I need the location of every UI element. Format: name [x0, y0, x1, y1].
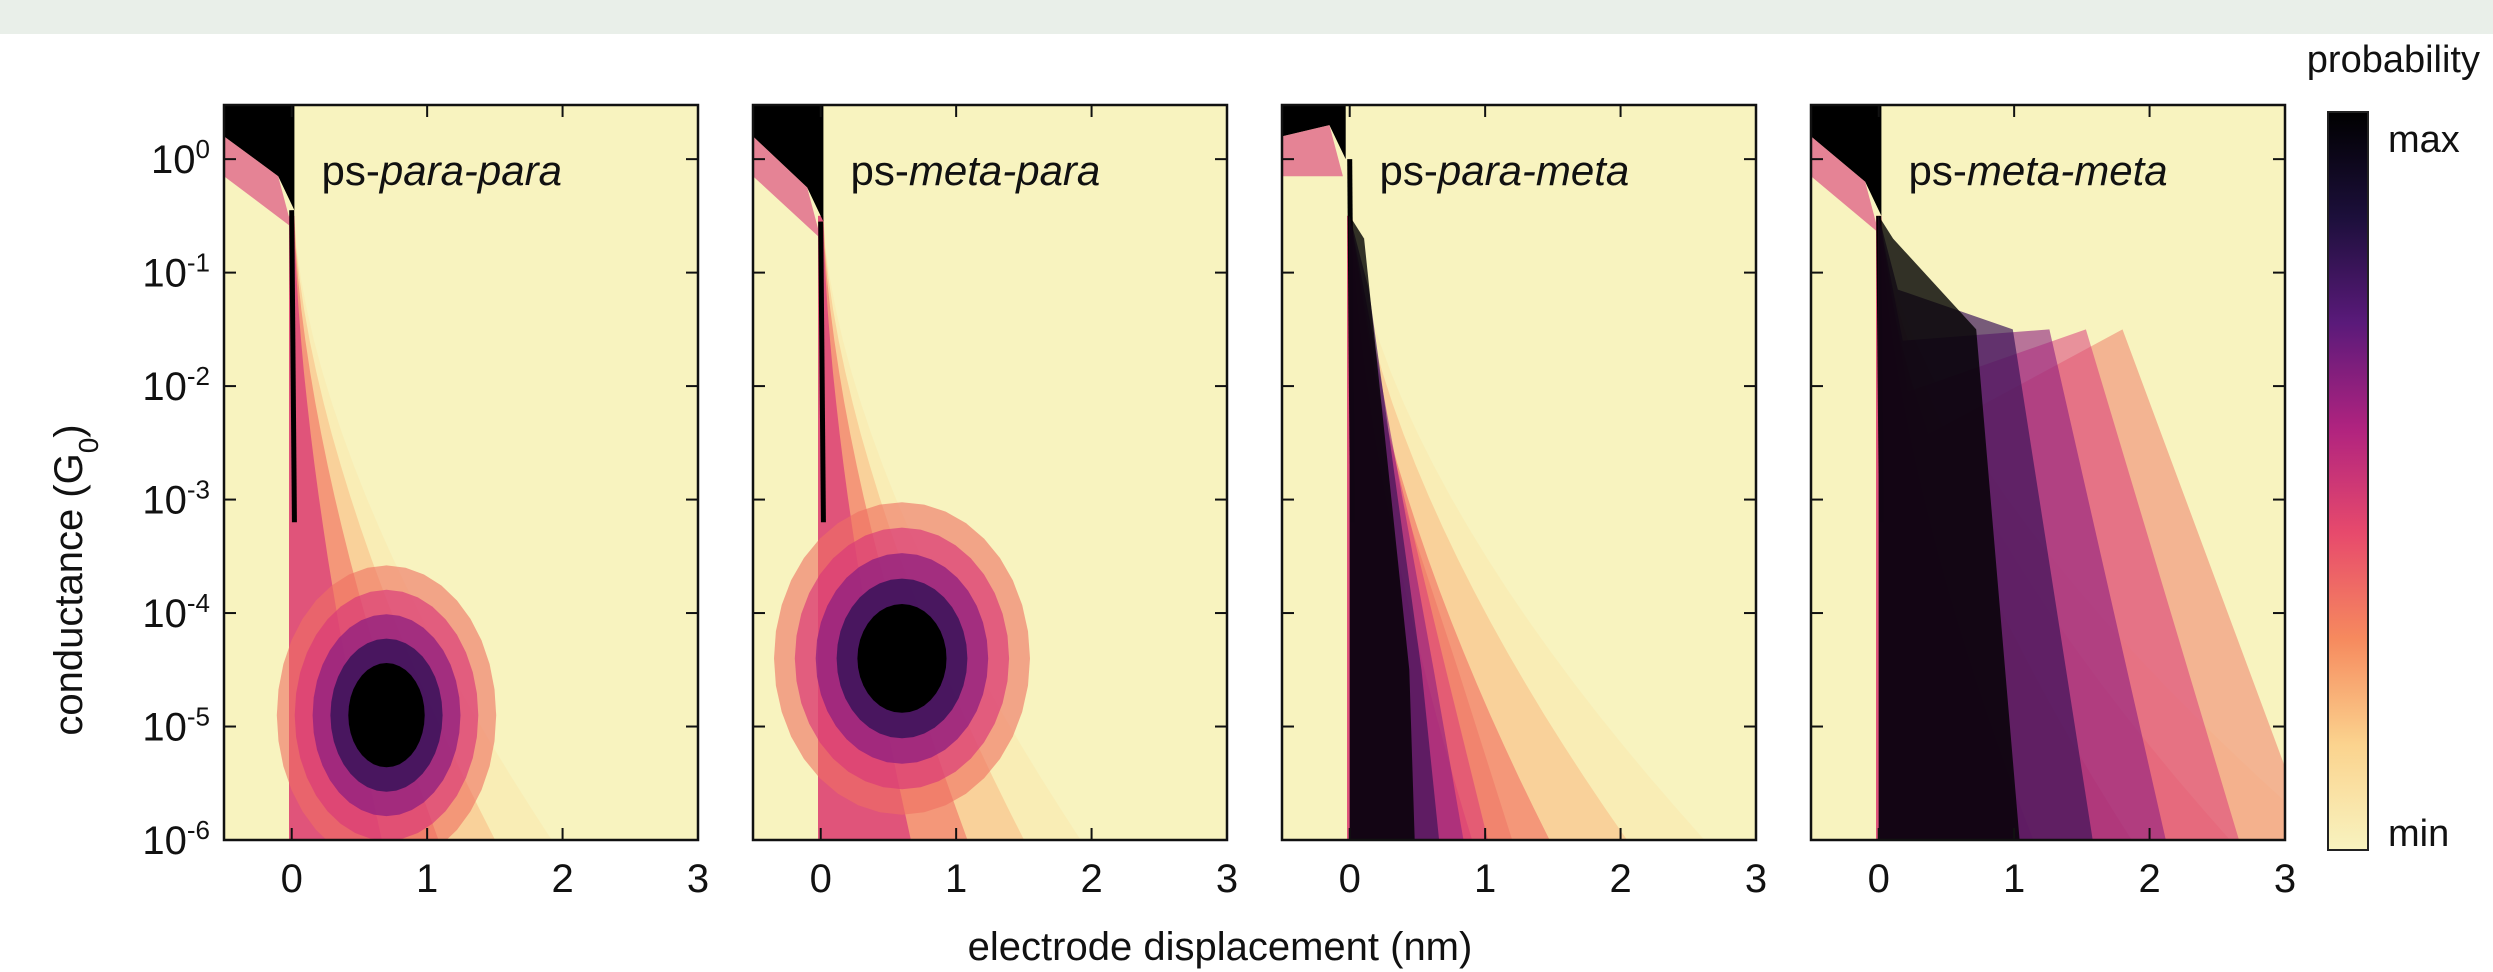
y-tick-label: 10-5 [142, 702, 210, 750]
colorbar-max-label: max [2388, 119, 2460, 161]
x-tick-label: 1 [1474, 857, 1496, 901]
colorbar: probability max min [2307, 39, 2480, 855]
panel-frame [1809, 103, 2287, 842]
colorbar-gradient [2327, 111, 2369, 851]
panel-label: ps-meta-meta [1909, 147, 2168, 194]
x-tick-label: 3 [2274, 857, 2296, 901]
contact-plateau-edge [753, 136, 821, 239]
decay-band-layer [1349, 215, 1415, 840]
panel-4: 0 1 2 3 ps-meta-meta [1809, 103, 2296, 901]
x-tick-label: 3 [687, 857, 709, 901]
panel-label-isomer: meta-para [909, 147, 1100, 194]
panel-label-isomer: para-para [378, 147, 562, 194]
panels: 0 1 2 3 ps-para-para 0 1 2 3 ps-meta-para 0 1 2 3 ps-p… [222, 103, 2296, 901]
contact-plateau [224, 105, 295, 211]
heatmap-density [1282, 105, 1705, 840]
y-axis-label-sub: 0 [73, 438, 104, 454]
contact-plateau [1811, 105, 1882, 216]
x-tick-label: 3 [1745, 857, 1767, 901]
contact-plateau-edge [1282, 125, 1343, 177]
molecular-plateau-layer [348, 663, 425, 768]
molecular-plateau-layer [857, 604, 947, 713]
x-tick-label: 2 [1609, 857, 1631, 901]
panel-label-prefix: ps- [1909, 147, 1967, 194]
x-tick-label: 3 [1216, 857, 1238, 901]
y-tick-label: 10-3 [142, 475, 210, 523]
y-axis-label-close: ) [47, 424, 91, 437]
panel-frame [1280, 103, 1758, 842]
top-bar [0, 0, 2493, 34]
x-tick-label: 1 [945, 857, 967, 901]
y-tick-label: 10-2 [142, 361, 210, 409]
decay-band-layer [1878, 215, 2020, 840]
colorbar-title: probability [2307, 39, 2480, 81]
panel-frame [751, 103, 1229, 842]
panel-1: 0 1 2 3 ps-para-para [222, 103, 709, 901]
panel-label-prefix: ps- [322, 147, 380, 194]
panel-label: ps-meta-para [851, 147, 1101, 194]
heatmap-density [753, 105, 1081, 840]
snap-line [289, 210, 297, 523]
panel-label-prefix: ps- [851, 147, 909, 194]
x-tick-label: 2 [1080, 857, 1102, 901]
panel-3: 0 1 2 3 ps-para-meta [1280, 103, 1767, 901]
x-axis-label: electrode displacement (nm) [968, 925, 1473, 969]
x-tick-label: 0 [1868, 857, 1890, 901]
colorbar-min-label: min [2388, 813, 2449, 855]
contact-plateau-edge [1811, 136, 1879, 233]
contact-plateau-edge [224, 136, 292, 228]
x-tick-label: 2 [551, 857, 573, 901]
x-tick-label: 1 [2003, 857, 2025, 901]
contact-plateau [753, 105, 824, 222]
y-tick-label: 10-6 [142, 815, 210, 863]
x-tick-label: 0 [1339, 857, 1361, 901]
heatmap-density [1811, 105, 2285, 840]
y-axis-label-main: conductance (G [47, 453, 91, 735]
panel-label-isomer: meta-meta [1967, 147, 2168, 194]
y-axis-label: conductance (G0) [47, 424, 104, 735]
panel-frame [222, 103, 700, 842]
panel-label-prefix: ps- [1380, 147, 1438, 194]
x-tick-label: 1 [416, 857, 438, 901]
y-tick-label: 100 [151, 134, 210, 182]
panel-label-isomer: para-meta [1436, 147, 1629, 194]
heatmap-density [224, 105, 552, 840]
y-tick-label: 10-4 [142, 588, 210, 636]
panel-label: ps-para-para [322, 147, 562, 194]
x-tick-label: 0 [810, 857, 832, 901]
snap-line [818, 221, 826, 523]
x-tick-label: 0 [281, 857, 303, 901]
x-tick-label: 2 [2138, 857, 2160, 901]
y-tick-labels: 100 10-1 10-2 10-3 10-4 10-5 10-6 [142, 134, 210, 863]
panel-label: ps-para-meta [1380, 147, 1630, 194]
y-tick-label: 10-1 [142, 248, 210, 296]
panel-2: 0 1 2 3 ps-meta-para [751, 103, 1238, 901]
contact-plateau [1282, 105, 1346, 160]
